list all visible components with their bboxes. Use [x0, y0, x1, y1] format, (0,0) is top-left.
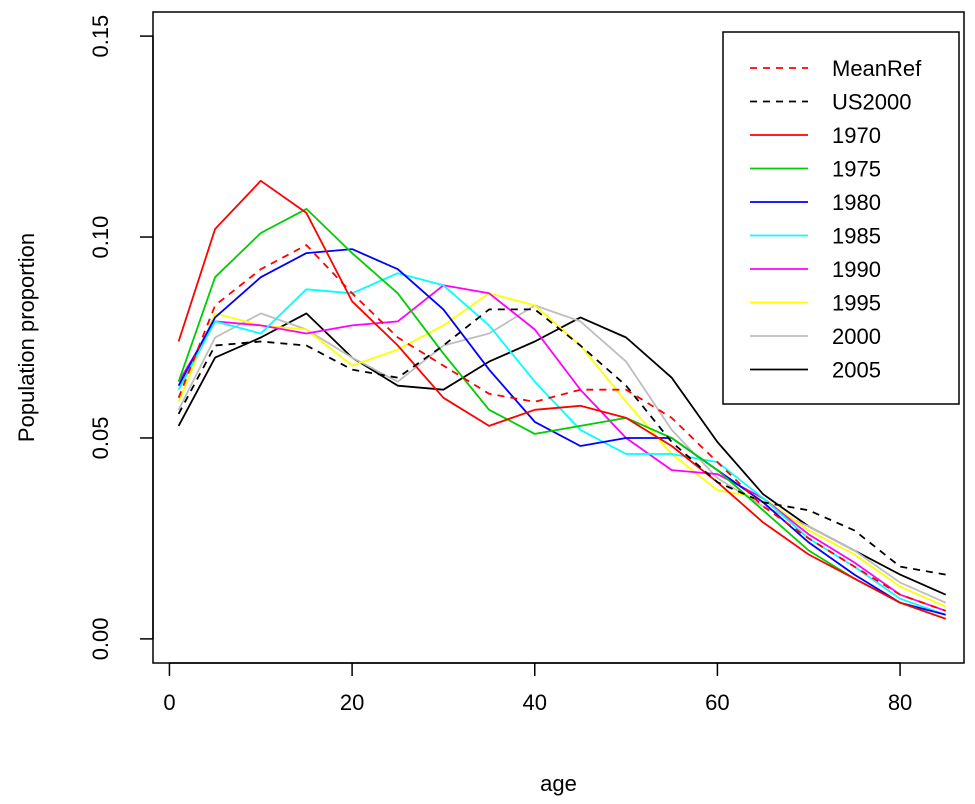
legend-box	[722, 31, 960, 405]
y-tick-label: 0.00	[88, 617, 113, 660]
series-line-1995	[177, 292, 947, 608]
y-axis-title: Population proportion	[14, 233, 39, 442]
legend-label-1990: 1990	[832, 257, 881, 282]
series-line-1980	[177, 248, 946, 616]
legend-label-1985: 1985	[832, 224, 881, 249]
series-line-meanref	[177, 244, 946, 612]
legend-label-meanref: MeanRef	[832, 56, 922, 81]
series-line-1970	[177, 179, 946, 620]
series-line-1985	[177, 272, 946, 616]
y-tick-label: 0.10	[88, 216, 113, 259]
series-line-us2000	[177, 308, 946, 576]
legend-label-1995: 1995	[832, 291, 881, 316]
legend-label-1970: 1970	[832, 123, 881, 148]
legend-label-1975: 1975	[832, 157, 881, 182]
x-tick-label: 20	[340, 690, 364, 715]
y-tick-label: 0.05	[88, 417, 113, 460]
series-line-1975	[177, 207, 946, 620]
x-tick-label: 0	[163, 690, 175, 715]
series-layer	[177, 179, 947, 620]
x-tick-label: 40	[523, 690, 547, 715]
legend-label-1980: 1980	[832, 190, 881, 215]
series-line-2000	[177, 304, 947, 604]
legend-label-us2000: US2000	[832, 90, 912, 115]
legend-label-2005: 2005	[832, 358, 881, 383]
y-tick-label: 0.15	[88, 15, 113, 58]
y-axis: 0.00 0.05 0.10 0.15	[88, 15, 154, 660]
x-axis-title: age	[540, 771, 577, 796]
legend: MeanRef US2000 1970 1975 1980 1985 1990 1995 200…	[722, 31, 960, 405]
x-tick-label: 60	[705, 690, 729, 715]
x-tick-label: 80	[888, 690, 912, 715]
legend-label-2000: 2000	[832, 324, 881, 349]
series-line-1990	[177, 284, 946, 612]
x-axis: 0 20 40 60 80	[163, 662, 912, 715]
